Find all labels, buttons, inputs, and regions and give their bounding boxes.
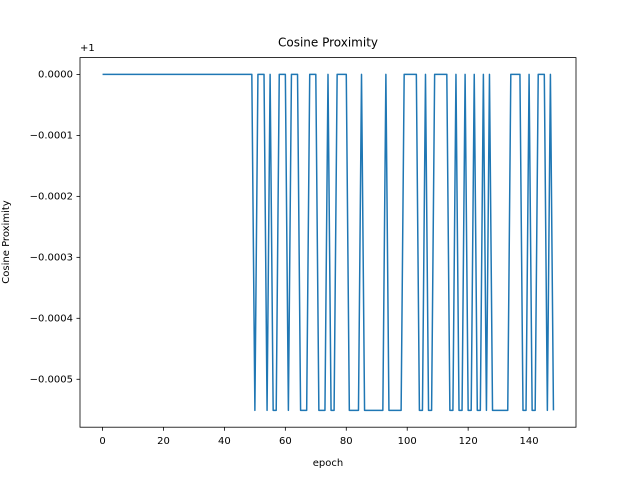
y-tick-label: −0.0003 <box>30 252 73 263</box>
x-tick-label: 40 <box>218 436 231 447</box>
y-offset-label: +1 <box>80 43 95 54</box>
y-tick-label: 0.0000 <box>38 69 73 80</box>
x-tick-label: 20 <box>157 436 170 447</box>
x-tick-label: 0 <box>99 436 105 447</box>
x-tick-label: 80 <box>340 436 353 447</box>
chart-title: Cosine Proximity <box>278 36 378 50</box>
x-tick-label: 140 <box>520 436 539 447</box>
plot-frame <box>79 57 577 428</box>
x-axis-label: epoch <box>313 458 343 469</box>
y-tick-label: −0.0005 <box>30 374 73 385</box>
x-tick-label: 100 <box>398 436 417 447</box>
y-tick-label: −0.0001 <box>30 130 73 141</box>
y-axis-label: Cosine Proximity <box>1 200 12 283</box>
x-tick-label: 60 <box>279 436 292 447</box>
data-line <box>102 73 555 412</box>
y-tick-label: −0.0002 <box>30 191 73 202</box>
x-tick-label: 120 <box>459 436 478 447</box>
y-tick-label: −0.0004 <box>30 313 73 324</box>
